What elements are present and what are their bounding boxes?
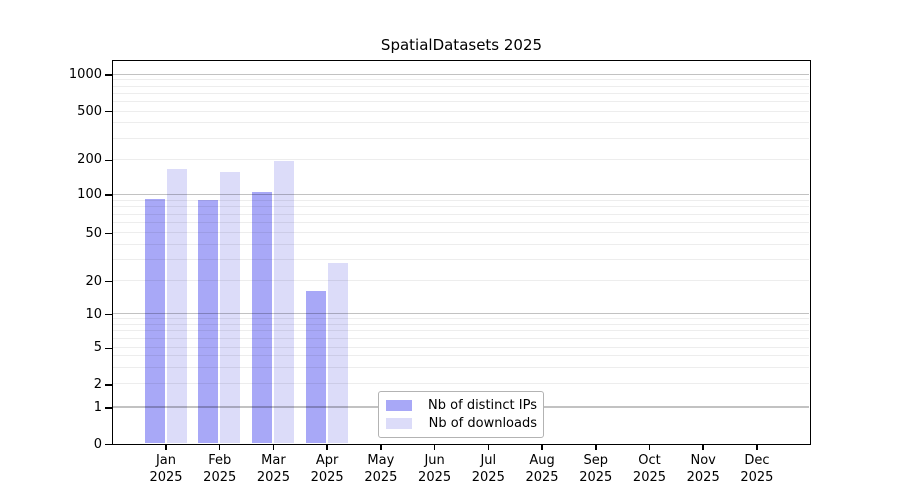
gridline (113, 206, 809, 208)
gridline (113, 85, 809, 87)
y-tick-label: 0 (93, 436, 102, 452)
x-tick-mark (756, 445, 758, 450)
bar-distinct-ips-feb (198, 200, 219, 443)
x-tick-mark (218, 445, 221, 450)
x-tick-mark (487, 445, 490, 450)
y-tick-mark (105, 347, 112, 350)
gridline (113, 159, 809, 161)
gridline (113, 323, 809, 325)
gridline (113, 382, 809, 384)
gridline (113, 317, 809, 319)
y-tick-mark (105, 232, 112, 235)
bar-downloads-feb (220, 171, 241, 443)
legend-item-downloads: Nb of downloads (386, 416, 537, 431)
x-tick-label: Oct 2025 (632, 453, 667, 485)
x-tick-mark (272, 445, 275, 450)
bar-downloads-mar (273, 161, 294, 443)
x-tick-label: Jul 2025 (471, 453, 505, 485)
plot-area (112, 60, 811, 445)
y-tick-mark (105, 280, 112, 283)
x-tick-label: Feb 2025 (203, 453, 237, 485)
gridline (113, 258, 809, 260)
gridline (113, 337, 809, 339)
x-tick-label: Dec 2025 (740, 453, 774, 485)
x-tick-mark (648, 445, 651, 450)
x-tick-label: Aug 2025 (525, 453, 559, 485)
legend-label: Nb of distinct IPs (428, 397, 537, 413)
y-tick-mark (105, 384, 112, 386)
gridlines-layer (113, 61, 809, 443)
y-tick-mark (105, 110, 112, 113)
gridline (113, 355, 809, 357)
bar-distinct-ips-mar (251, 192, 272, 443)
y-tick-mark (105, 74, 112, 76)
gridline (113, 330, 809, 332)
gridline (113, 193, 809, 196)
bars-layer (113, 61, 809, 443)
x-tick-mark (541, 445, 543, 450)
y-tick-label: 20 (85, 273, 102, 289)
downloads-swatch-icon (386, 418, 412, 430)
x-tick-mark (165, 445, 167, 450)
y-tick-label: 1 (93, 400, 102, 416)
gridline (113, 199, 809, 201)
legend-item-distinct-ips: Nb of distinct IPs (386, 398, 537, 413)
gridline (113, 73, 809, 76)
gridline (113, 232, 809, 234)
gridline (113, 366, 809, 368)
y-tick-label: 500 (77, 103, 102, 119)
gridline (113, 79, 809, 81)
gridline (113, 346, 809, 348)
x-tick-mark (702, 445, 704, 450)
x-tick-label: Jan 2025 (149, 453, 183, 485)
y-tick-mark (105, 194, 112, 196)
x-tick-label: Apr 2025 (310, 453, 344, 485)
distinct-ips-swatch-icon (386, 399, 412, 411)
gridline (113, 213, 809, 215)
x-tick-mark (595, 445, 597, 450)
gridline (113, 222, 809, 224)
y-tick-label: 1000 (68, 66, 102, 82)
gridline (113, 312, 809, 315)
y-tick-label: 5 (93, 340, 102, 356)
y-tick-mark (105, 443, 112, 446)
gridline (113, 243, 809, 245)
x-tick-label: Jun 2025 (418, 453, 452, 485)
y-tick-label: 10 (85, 306, 102, 322)
y-tick-mark (105, 407, 112, 409)
y-tick-mark (105, 159, 112, 162)
gridline (113, 122, 809, 124)
gridline (113, 92, 809, 94)
legend-label: Nb of downloads (428, 416, 537, 432)
x-tick-mark (433, 445, 436, 450)
y-tick-label: 2 (93, 376, 102, 392)
gridline (113, 137, 809, 139)
bar-distinct-ips-apr (305, 291, 326, 443)
x-tick-label: May 2025 (364, 453, 398, 485)
y-tick-label: 100 (77, 187, 102, 203)
gridline (113, 100, 809, 102)
y-tick-label: 200 (77, 152, 102, 168)
x-tick-label: Sep 2025 (579, 453, 613, 485)
x-tick-mark (326, 445, 328, 450)
x-tick-mark (380, 445, 382, 450)
bar-downloads-apr (327, 262, 348, 443)
bar-distinct-ips-jan (144, 199, 165, 443)
x-tick-label: Mar 2025 (256, 453, 290, 485)
gridline (113, 110, 809, 112)
x-tick-label: Nov 2025 (686, 453, 720, 485)
y-tick-mark (105, 313, 112, 316)
y-tick-label: 50 (85, 225, 102, 241)
legend: Nb of distinct IPs Nb of downloads (378, 391, 544, 438)
bar-downloads-jan (166, 169, 187, 443)
chart-title: SpatialDatasets 2025 (380, 36, 543, 54)
gridline (113, 279, 809, 281)
